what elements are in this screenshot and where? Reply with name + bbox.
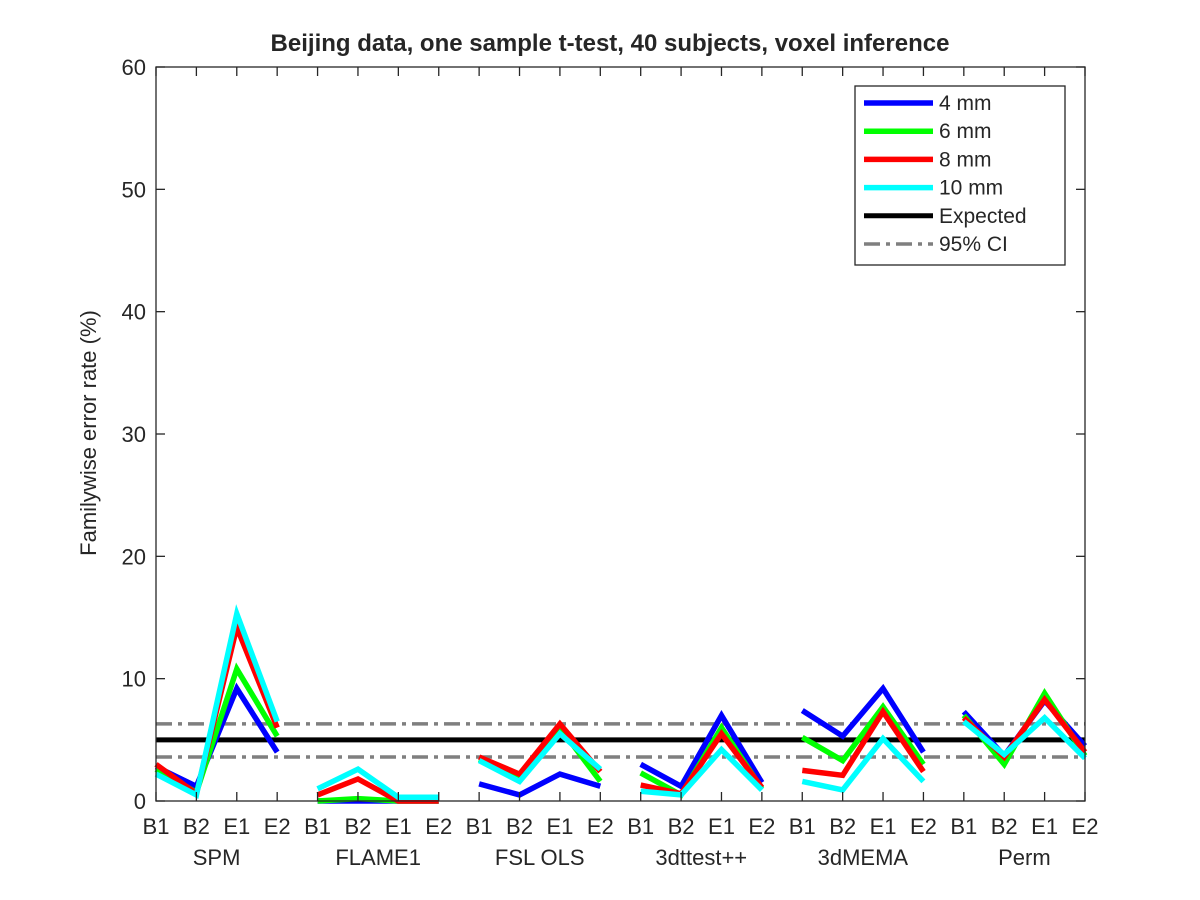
x-tick-label: B2 (668, 814, 695, 839)
y-tick-label: 40 (122, 300, 146, 325)
x-tick-label: B1 (627, 814, 654, 839)
group-label: SPM (193, 845, 241, 870)
series-line-10mm-fslols (477, 729, 603, 785)
x-tick-label: E2 (587, 814, 614, 839)
x-tick-labels: B1 B2 E1 E2 B1 B2 E1 E2 B1 B2 E1 E2 B1 B2 E1 E2 B1 B2 E1 E2… (143, 814, 1099, 839)
legend: 4 mm 6 mm 8 mm 10 mm Expected 95% CI (854, 85, 1066, 266)
legend-box (854, 85, 1066, 266)
series-line-10mm-3dmema (801, 734, 926, 794)
series-line-6mm-3dmema (800, 702, 926, 766)
y-tick-label: 10 (122, 667, 146, 692)
chart-title: Beijing data, one sample t-test, 40 subj… (271, 30, 950, 57)
x-tick-label: E2 (1072, 814, 1099, 839)
y-tick-label: 30 (122, 422, 146, 447)
x-tick-label: E1 (385, 814, 412, 839)
x-tick-label: B2 (991, 814, 1018, 839)
y-tick-label: 0 (134, 789, 146, 814)
group-labels: SPM FLAME1 FSL OLS 3dttest++ 3dMEMA Perm (193, 845, 1051, 870)
x-tick-label: E1 (708, 814, 735, 839)
x-tick-label: B1 (950, 814, 977, 839)
x-tick-label: B1 (143, 814, 170, 839)
x-tick-label: E2 (748, 814, 775, 839)
y-axis-label: Familywise error rate (%) (76, 310, 101, 556)
series-line-10mm-3dttest (640, 745, 764, 798)
x-tick-label: E1 (223, 814, 250, 839)
x-tick-label: E1 (546, 814, 573, 839)
reference-lines (156, 722, 1085, 759)
x-tick-label: B1 (304, 814, 331, 839)
x-tick-label: E2 (264, 814, 291, 839)
x-tick-label: E1 (870, 814, 897, 839)
legend-label: 8 mm (939, 148, 992, 171)
x-tick-label: E1 (1031, 814, 1058, 839)
x-tick-label: E2 (425, 814, 452, 839)
group-label: FSL OLS (495, 845, 585, 870)
series-line-4mm-3dmema (800, 683, 926, 754)
series-line-8mm-3dmema (801, 706, 926, 779)
x-tick-label: E2 (910, 814, 937, 839)
group-label: FLAME1 (335, 845, 421, 870)
x-tick-label: B2 (344, 814, 371, 839)
y-tick-label: 50 (122, 177, 146, 202)
group-label: 3dttest++ (655, 845, 747, 870)
y-tick-labels: 0 10 20 30 40 50 60 (122, 55, 146, 814)
series-line-10mm-perm (962, 714, 1087, 761)
x-tick-label: B2 (506, 814, 533, 839)
group-label: Perm (998, 845, 1051, 870)
legend-label: 95% CI (939, 233, 1008, 256)
legend-label: Expected (939, 205, 1027, 228)
y-tick-label: 60 (122, 55, 146, 80)
series-lines (154, 604, 1088, 804)
y-tick-label: 20 (122, 544, 146, 569)
series-line-4mm-fslols (478, 771, 602, 798)
group-label: 3dMEMA (818, 845, 909, 870)
axes (155, 66, 1086, 802)
series-line-4mm-3dttest (639, 709, 765, 791)
series-line-8mm-3dttest (640, 728, 765, 797)
x-tick-label: B2 (829, 814, 856, 839)
series-line-10mm-spm (154, 604, 280, 799)
series-line-10mm-flame1 (316, 766, 439, 801)
x-tick-label: B2 (183, 814, 210, 839)
legend-label: 6 mm (939, 120, 992, 143)
x-tick-label: B1 (789, 814, 816, 839)
legend-label: 10 mm (939, 177, 1003, 200)
legend-label: 4 mm (939, 92, 992, 115)
series-line-8mm-fslols (478, 719, 603, 778)
x-tick-label: B1 (466, 814, 493, 839)
